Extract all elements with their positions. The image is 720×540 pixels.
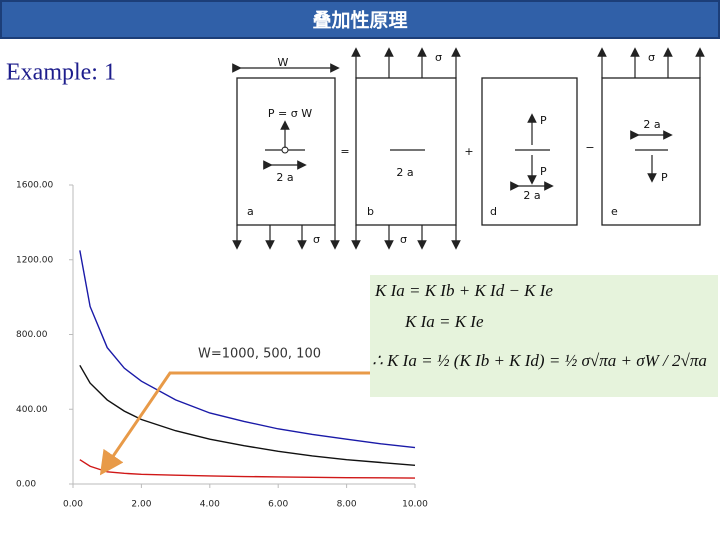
line bbox=[79, 364, 416, 467]
formula: K Ia = K Ie bbox=[404, 312, 484, 331]
y-tick-label: 1200.00 bbox=[16, 255, 53, 265]
label: 2 a bbox=[276, 171, 293, 184]
title-bar bbox=[0, 0, 720, 39]
operator: + bbox=[464, 145, 473, 158]
chart: 0.00 400.00 800.00 1200.00 1600.00 0.00 2.00 4.… bbox=[16, 181, 428, 510]
label: e bbox=[611, 205, 618, 218]
arrows bbox=[232, 47, 705, 250]
label: d bbox=[490, 205, 497, 218]
x-tick-label: 10.00 bbox=[402, 500, 428, 510]
annotation: W=1000, 500, 100 bbox=[198, 347, 321, 362]
operator: = bbox=[340, 145, 349, 158]
operator: − bbox=[585, 141, 594, 154]
x-tick-label: 2.00 bbox=[131, 500, 151, 510]
label: 2 a bbox=[523, 189, 540, 202]
label: a bbox=[247, 205, 254, 218]
formula: K Ia = K Ib + K Id − K Ie bbox=[374, 281, 553, 300]
x-tick-label: 4.00 bbox=[200, 500, 220, 510]
label: σ bbox=[313, 233, 320, 246]
plate bbox=[236, 77, 336, 226]
label: b bbox=[367, 205, 374, 218]
formula-box bbox=[370, 275, 718, 397]
label: σ bbox=[435, 51, 442, 64]
formula: ∴ K Ia = ½ (K Ib + K Id) = ½ σ√πa + σW /… bbox=[372, 351, 707, 370]
x-tick-label: 8.00 bbox=[337, 500, 357, 510]
label: P bbox=[540, 165, 547, 178]
label: σ bbox=[648, 51, 655, 64]
label: 2 a bbox=[396, 166, 413, 179]
label: P bbox=[661, 171, 668, 184]
y-tick-label: 400.00 bbox=[16, 405, 48, 415]
y-tick-label: 0.00 bbox=[16, 480, 36, 490]
plate bbox=[481, 77, 578, 226]
diagram: W σ σ P = σ W 2 a 2 a 2 a 2 a P P P a b … bbox=[232, 47, 705, 250]
line bbox=[79, 250, 416, 449]
label: P = σ W bbox=[268, 107, 312, 120]
title: 叠加性原理 bbox=[312, 9, 407, 32]
example-label: Example: 1 bbox=[6, 60, 116, 86]
line bbox=[79, 459, 416, 479]
x-tick-label: 0.00 bbox=[63, 500, 83, 510]
pointer-arrow bbox=[99, 371, 370, 476]
label: 2 a bbox=[643, 118, 660, 131]
label: σ bbox=[400, 233, 407, 246]
y-tick-label: 1600.00 bbox=[16, 181, 53, 191]
label: W bbox=[278, 56, 289, 69]
y-tick-label: 800.00 bbox=[16, 330, 48, 340]
plate bbox=[601, 77, 701, 226]
plate bbox=[355, 77, 457, 226]
label: P bbox=[540, 114, 547, 127]
x-tick-label: 6.00 bbox=[268, 500, 288, 510]
